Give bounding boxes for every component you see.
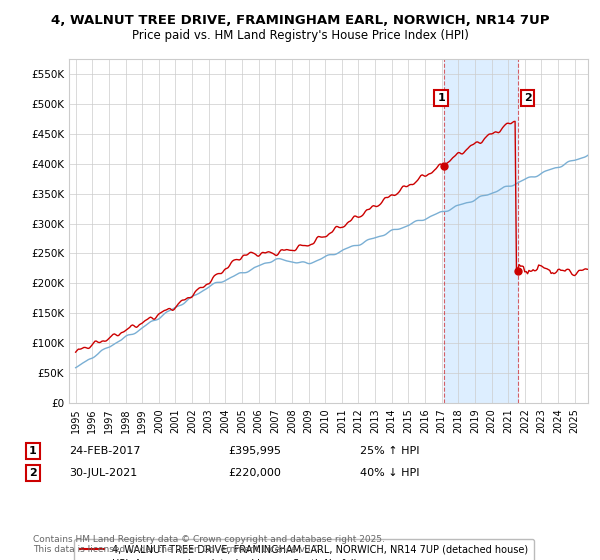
Text: 4, WALNUT TREE DRIVE, FRAMINGHAM EARL, NORWICH, NR14 7UP: 4, WALNUT TREE DRIVE, FRAMINGHAM EARL, N… (51, 14, 549, 27)
Text: 2: 2 (524, 93, 532, 102)
Text: £220,000: £220,000 (228, 468, 281, 478)
Text: Price paid vs. HM Land Registry's House Price Index (HPI): Price paid vs. HM Land Registry's House … (131, 29, 469, 42)
Text: 30-JUL-2021: 30-JUL-2021 (69, 468, 137, 478)
Text: £395,995: £395,995 (228, 446, 281, 456)
Text: 25% ↑ HPI: 25% ↑ HPI (360, 446, 419, 456)
Text: 24-FEB-2017: 24-FEB-2017 (69, 446, 140, 456)
Bar (443, 59, 518, 403)
Text: 40% ↓ HPI: 40% ↓ HPI (360, 468, 419, 478)
Text: Contains HM Land Registry data © Crown copyright and database right 2025.
This d: Contains HM Land Registry data © Crown c… (33, 535, 385, 554)
Text: 1: 1 (437, 93, 445, 102)
Text: 1: 1 (29, 446, 37, 456)
Legend: 4, WALNUT TREE DRIVE, FRAMINGHAM EARL, NORWICH, NR14 7UP (detached house), HPI: : 4, WALNUT TREE DRIVE, FRAMINGHAM EARL, N… (74, 539, 534, 560)
Text: 2: 2 (29, 468, 37, 478)
